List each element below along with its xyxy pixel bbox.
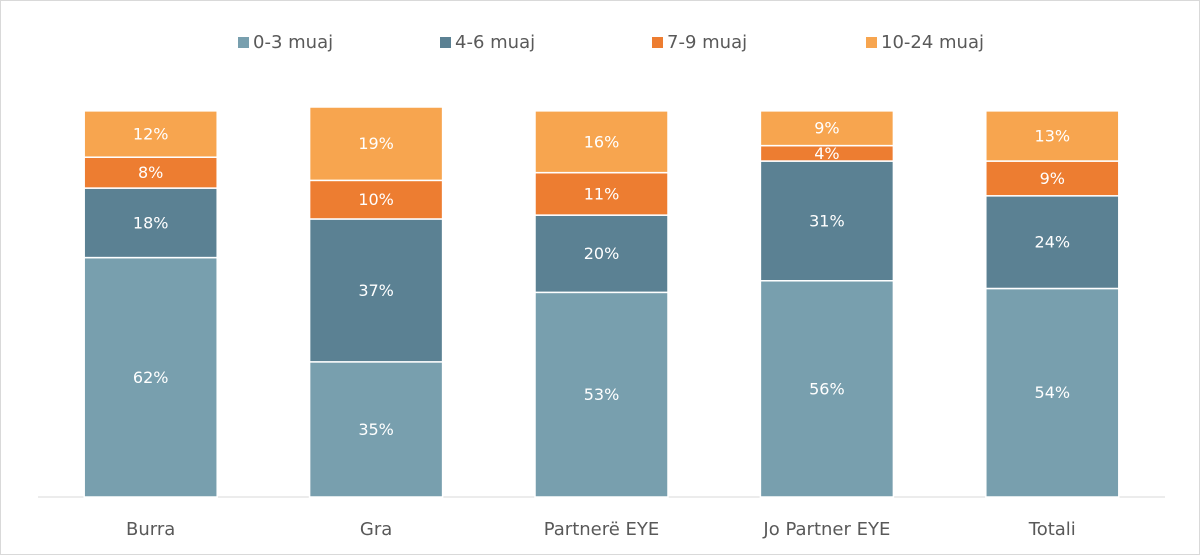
bar-segment — [759, 110, 895, 147]
bar-segment — [83, 156, 218, 189]
legend-label: 4-6 muaj — [455, 32, 535, 53]
legend-label: 0-3 muaj — [253, 32, 333, 53]
data-label: 24% — [1035, 233, 1071, 252]
bar-segment — [308, 361, 444, 498]
bar-segment — [759, 160, 895, 282]
data-label: 54% — [1035, 383, 1071, 402]
legend-swatch — [440, 37, 451, 48]
data-label: 18% — [133, 213, 169, 232]
legend-label: 10-24 muaj — [881, 32, 984, 53]
legend-swatch — [652, 37, 663, 48]
legend-swatch — [238, 37, 249, 48]
data-label: 10% — [358, 190, 394, 209]
legend-label: 7-9 muaj — [667, 32, 747, 53]
bar-segment — [83, 110, 218, 158]
bar-segment — [985, 160, 1120, 197]
bar-segment — [308, 218, 444, 363]
x-tick-label: Totali — [1028, 519, 1076, 540]
data-label: 13% — [1035, 126, 1071, 145]
data-label: 35% — [358, 420, 394, 439]
legend-swatch — [866, 37, 877, 48]
bar-segment — [534, 291, 669, 498]
bar-segment — [985, 287, 1120, 498]
data-label: 56% — [809, 379, 845, 398]
data-label: 8% — [138, 163, 163, 182]
data-label: 19% — [358, 134, 394, 153]
data-label: 53% — [584, 385, 620, 404]
data-label: 62% — [133, 368, 169, 387]
bar-segment — [985, 110, 1120, 162]
data-label: 16% — [584, 132, 620, 151]
x-tick-label: Burra — [126, 519, 175, 540]
bar-segment — [985, 195, 1120, 290]
bar-segment — [534, 214, 669, 294]
bar-segment — [759, 280, 895, 498]
x-tick-label: Partnerë EYE — [544, 519, 660, 540]
data-label: 31% — [809, 211, 845, 230]
data-label: 12% — [133, 125, 169, 144]
bar-segment — [308, 106, 444, 182]
data-label: 9% — [814, 119, 839, 138]
x-tick-label: Gra — [360, 519, 392, 540]
data-label: 4% — [814, 144, 839, 163]
bar-segment — [308, 179, 444, 220]
bar-segment — [534, 171, 669, 216]
data-label: 9% — [1040, 169, 1065, 188]
x-tick-label: Jo Partner EYE — [762, 519, 890, 540]
data-label: 11% — [584, 184, 620, 203]
data-label: 20% — [584, 244, 620, 263]
bar-segment — [83, 256, 218, 498]
bar-segment — [534, 110, 669, 174]
data-label: 37% — [358, 281, 394, 300]
